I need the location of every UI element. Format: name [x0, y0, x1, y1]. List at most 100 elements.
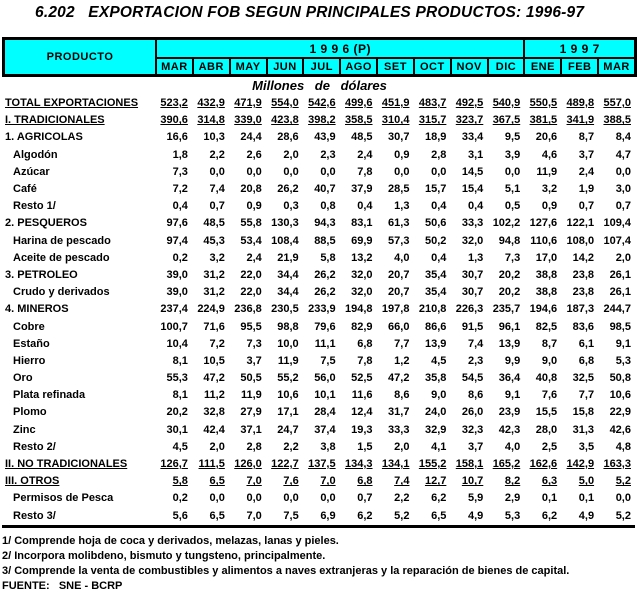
- value-cell: 54,5: [461, 372, 484, 385]
- value-cell: 142,9: [566, 458, 595, 471]
- year-header-1996: 1 9 9 6 (P): [155, 40, 523, 57]
- value-cell: 4,5: [431, 354, 447, 367]
- value-cell: 8,7: [541, 337, 558, 350]
- row-label: Algodón: [13, 148, 58, 161]
- value-cell: 50,6: [424, 217, 447, 230]
- value-cell: 16,6: [166, 131, 188, 144]
- value-cell: 26,1: [609, 268, 631, 281]
- value-cell: 7,6: [283, 475, 299, 488]
- value-cell: 24,7: [277, 423, 299, 436]
- value-cell: 0,0: [431, 165, 447, 178]
- value-cell: 0,4: [357, 200, 373, 213]
- value-cell: 4,9: [468, 509, 484, 522]
- value-cell: 69,9: [351, 234, 373, 247]
- value-cell: 3,7: [578, 148, 595, 161]
- value-cell: 0,0: [283, 165, 299, 178]
- value-cell: 10,6: [609, 389, 631, 402]
- value-cell: 31,2: [203, 286, 225, 299]
- month-header-dic-1996: DIC: [486, 57, 524, 74]
- value-cell: 35,4: [424, 268, 447, 281]
- value-cell: 388,5: [603, 114, 631, 127]
- value-cell: 1,3: [468, 251, 484, 264]
- value-cell: 56,0: [314, 372, 336, 385]
- value-cell: 0,4: [431, 200, 447, 213]
- value-cell: 5,2: [615, 509, 631, 522]
- value-cell: 0,9: [246, 200, 262, 213]
- value-cell: 91,5: [461, 320, 484, 333]
- value-cell: 237,4: [160, 303, 188, 316]
- value-cell: 134,1: [381, 458, 410, 471]
- table-row: 4. MINEROS 237,4 224,9 236,8 230,5 233,9 194,8…: [2, 301, 634, 318]
- value-cell: 4,8: [615, 440, 631, 453]
- value-cell: 0,2: [172, 251, 188, 264]
- value-cell: 108,4: [271, 234, 299, 247]
- value-cell: 34,4: [277, 286, 299, 299]
- value-cell: 0,0: [209, 165, 225, 178]
- row-label: Azúcar: [13, 165, 50, 178]
- value-cell: 0,0: [615, 492, 631, 505]
- value-cell: 210,8: [418, 303, 447, 316]
- value-cell: 163,3: [603, 458, 631, 471]
- month-header-nov-1996: NOV: [449, 57, 487, 74]
- value-cell: 8,4: [615, 131, 631, 144]
- value-cell: 2,4: [357, 148, 373, 161]
- value-cell: 37,9: [351, 183, 373, 196]
- value-cell: 17,0: [535, 251, 558, 264]
- value-cell: 7,6: [541, 389, 558, 402]
- value-cell: 23,8: [572, 268, 595, 281]
- value-cell: 0,7: [578, 200, 595, 213]
- month-header-may-1996: MAY: [228, 57, 266, 74]
- value-cell: 6,2: [431, 492, 447, 505]
- value-cell: 6,2: [357, 509, 373, 522]
- value-cell: 7,8: [357, 165, 373, 178]
- value-cell: 194,8: [345, 303, 373, 316]
- value-cell: 499,6: [345, 97, 373, 110]
- value-cell: 24,4: [240, 131, 262, 144]
- value-cell: 423,8: [271, 114, 299, 127]
- row-label: Crudo y derivados: [13, 286, 110, 299]
- value-cell: 0,0: [246, 492, 262, 505]
- value-cell: 18,9: [424, 131, 447, 144]
- value-cell: 11,1: [314, 337, 336, 350]
- table-row: 1. AGRICOLAS 16,6 10,3 24,4 28,6 43,9 48,5 30,7…: [2, 129, 634, 146]
- value-cell: 28,0: [535, 423, 558, 436]
- row-label: III. OTROS: [5, 475, 60, 488]
- value-cell: 0,0: [615, 165, 631, 178]
- value-cell: 8,2: [504, 475, 521, 488]
- value-cell: 127,6: [529, 217, 558, 230]
- value-cell: 540,9: [492, 97, 521, 110]
- value-cell: 158,1: [455, 458, 484, 471]
- value-cell: 0,7: [357, 492, 373, 505]
- value-cell: 100,7: [160, 320, 188, 333]
- value-cell: 53,4: [240, 234, 262, 247]
- value-cell: 7,0: [246, 509, 262, 522]
- table-row: Plata refinada 8,1 11,2 11,9 10,6 10,1 11,6 8,6…: [2, 387, 634, 404]
- value-cell: 38,8: [535, 268, 558, 281]
- value-cell: 323,7: [455, 114, 484, 127]
- value-cell: 0,9: [394, 148, 410, 161]
- value-cell: 111,5: [198, 458, 225, 471]
- value-cell: 542,6: [308, 97, 336, 110]
- value-cell: 39,0: [166, 268, 188, 281]
- value-cell: 15,5: [535, 406, 558, 419]
- value-cell: 194,6: [529, 303, 558, 316]
- value-cell: 33,4: [461, 131, 484, 144]
- value-cell: 233,9: [308, 303, 336, 316]
- value-cell: 66,0: [388, 320, 410, 333]
- value-cell: 97,4: [166, 234, 188, 247]
- value-cell: 10,1: [314, 389, 336, 402]
- value-cell: 7,3: [172, 165, 188, 178]
- value-cell: 126,7: [160, 458, 188, 471]
- value-cell: 2,3: [320, 148, 336, 161]
- column-header-producto: PRODUCTO: [46, 51, 114, 63]
- value-cell: 15,7: [424, 183, 447, 196]
- value-cell: 2,5: [541, 440, 558, 453]
- value-cell: 32,9: [424, 423, 447, 436]
- value-cell: 3,8: [320, 440, 336, 453]
- value-cell: 7,3: [246, 337, 262, 350]
- value-cell: 12,7: [424, 475, 447, 488]
- value-cell: 126,0: [234, 458, 262, 471]
- value-cell: 15,8: [572, 406, 595, 419]
- value-cell: 97,6: [166, 217, 188, 230]
- value-cell: 23,9: [498, 406, 521, 419]
